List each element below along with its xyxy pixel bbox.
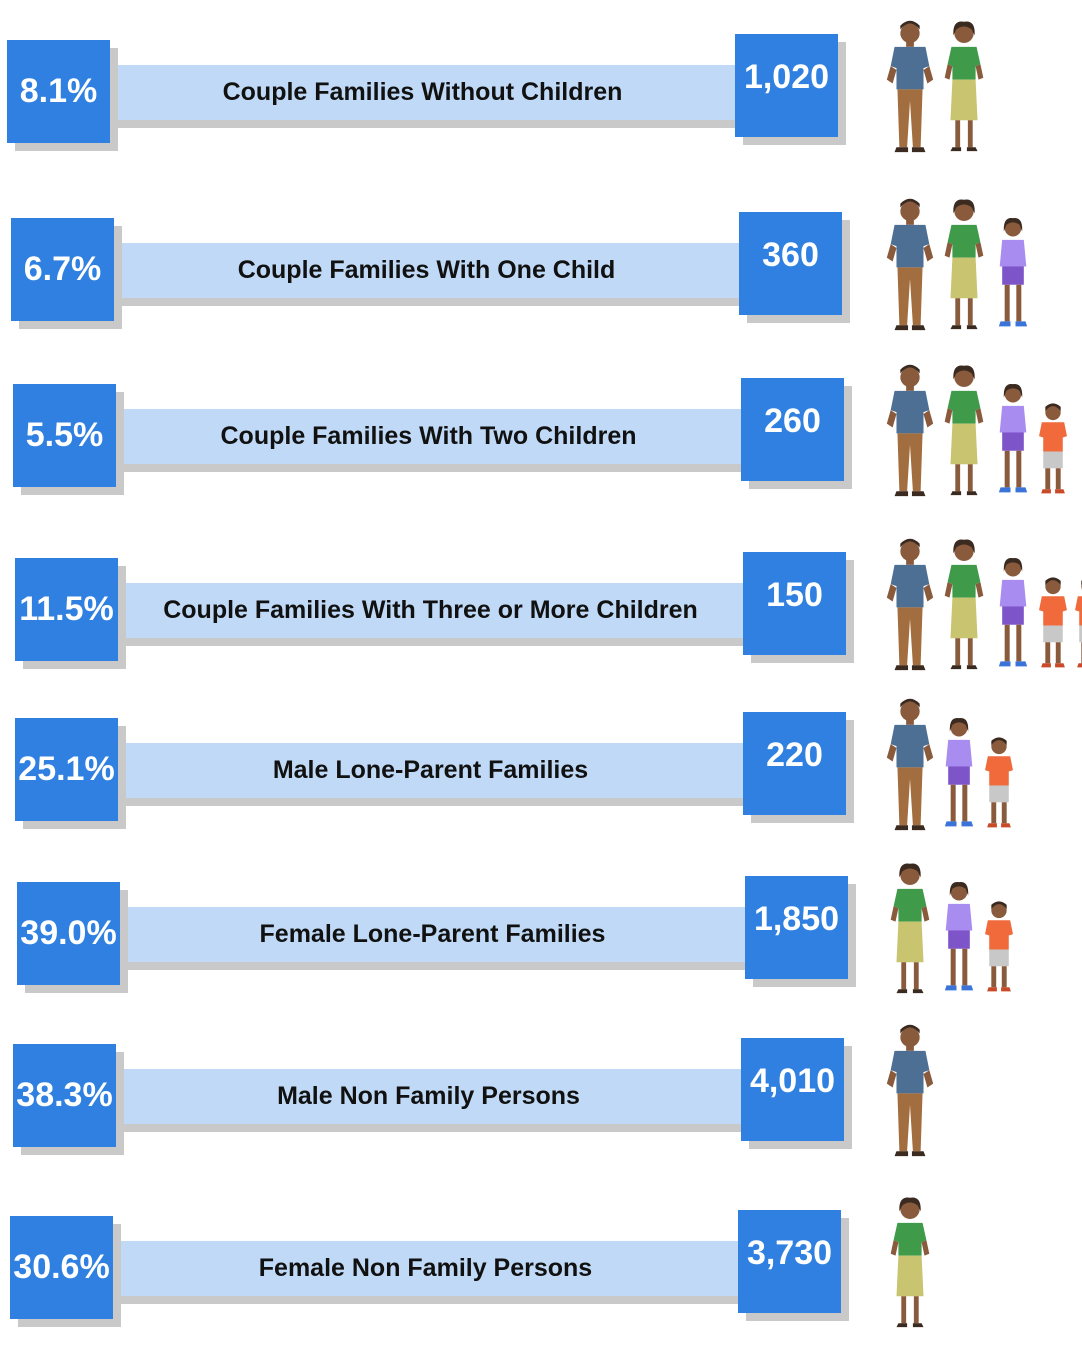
person-icon <box>887 699 933 830</box>
label-bar: Couple Families With One Child <box>114 243 739 298</box>
count-box: 360 <box>739 212 842 315</box>
label-bar: Male Non Family Persons <box>116 1069 741 1124</box>
family-icons <box>880 698 1024 833</box>
person-icon <box>887 199 933 330</box>
person-icon <box>887 21 933 152</box>
person-icon <box>1039 403 1067 493</box>
family-icons <box>880 862 1024 997</box>
row: Couple Families With Three or More Child… <box>0 552 1082 702</box>
person-icon <box>945 200 984 330</box>
label-bar: Female Non Family Persons <box>113 1241 738 1296</box>
family-icons <box>880 198 1042 333</box>
percent-box: 6.7% <box>11 218 114 321</box>
family-icons <box>880 538 1082 673</box>
label-bar: Female Lone-Parent Families <box>120 907 745 962</box>
percent-box: 25.1% <box>15 718 118 821</box>
person-icon <box>985 901 1013 991</box>
person-icon <box>945 540 984 670</box>
percent-box: 8.1% <box>7 40 110 143</box>
person-icon <box>887 539 933 670</box>
label-bar: Couple Families With Three or More Child… <box>118 583 743 638</box>
person-icon <box>999 558 1027 666</box>
person-icon <box>1075 577 1082 667</box>
percent-box: 38.3% <box>13 1044 116 1147</box>
family-icons <box>880 1196 944 1331</box>
person-icon <box>887 365 933 496</box>
person-icon <box>887 1025 933 1156</box>
label-bar: Couple Families With Two Children <box>116 409 741 464</box>
person-icon <box>999 218 1027 326</box>
person-icon <box>945 22 984 152</box>
percent-box: 5.5% <box>13 384 116 487</box>
family-icons <box>880 20 998 155</box>
person-icon <box>945 366 984 496</box>
family-icons <box>880 364 1078 499</box>
page: {"rows": [ {"percent": "8.1%", "label": … <box>0 0 1082 1319</box>
label-bar: Couple Families Without Children <box>110 65 735 120</box>
count-box: 1,850 <box>745 876 848 979</box>
person-icon <box>1039 577 1067 667</box>
person-icon <box>891 1198 930 1328</box>
percent-box: 30.6% <box>10 1216 113 1319</box>
count-box: 1,020 <box>735 34 838 137</box>
person-icon <box>891 864 930 994</box>
person-icon <box>985 737 1013 827</box>
label-bar: Male Lone-Parent Families <box>118 743 743 798</box>
person-icon <box>945 718 973 826</box>
family-icons <box>880 1024 944 1159</box>
percent-box: 11.5% <box>15 558 118 661</box>
count-box: 220 <box>743 712 846 815</box>
person-icon <box>999 384 1027 492</box>
count-box: 260 <box>741 378 844 481</box>
count-box: 3,730 <box>738 1210 841 1313</box>
percent-box: 39.0% <box>17 882 120 985</box>
person-icon <box>945 882 973 990</box>
count-box: 150 <box>743 552 846 655</box>
count-box: 4,010 <box>741 1038 844 1141</box>
